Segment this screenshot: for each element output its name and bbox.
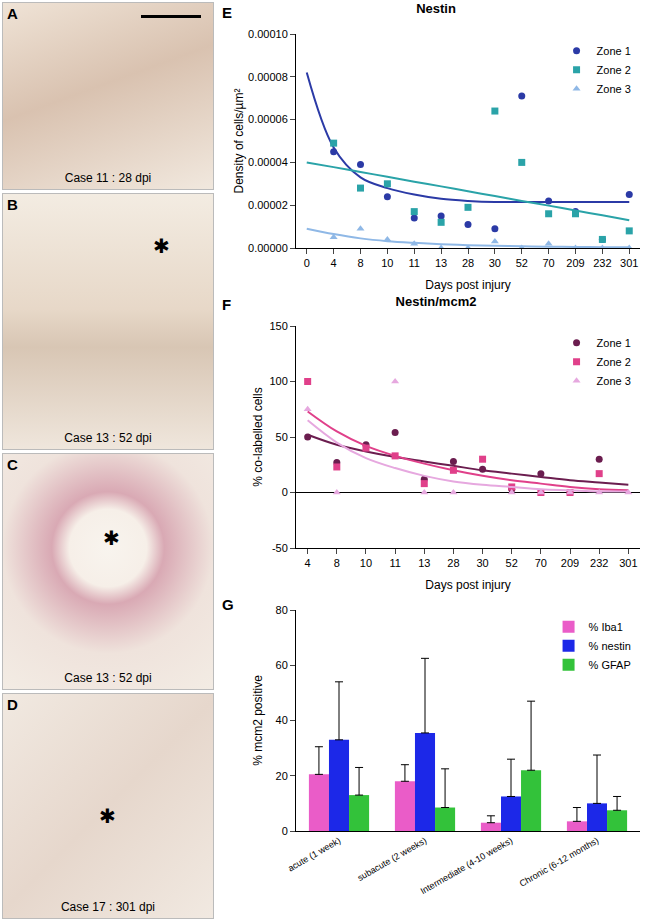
svg-text:Zone 1: Zone 1	[597, 45, 631, 57]
svg-text:301: 301	[619, 557, 637, 569]
svg-text:0.00004: 0.00004	[248, 156, 288, 168]
svg-text:-50: -50	[272, 542, 288, 554]
svg-text:Zone 3: Zone 3	[597, 83, 631, 95]
html-text:F: F	[222, 296, 232, 313]
svg-text:subacute (2 weeks): subacute (2 weeks)	[356, 835, 429, 883]
svg-text:0: 0	[282, 486, 288, 498]
svg-text:10: 10	[360, 557, 372, 569]
svg-text:% nestin: % nestin	[589, 640, 631, 652]
svg-text:30: 30	[489, 257, 501, 269]
svg-text:70: 70	[535, 557, 547, 569]
svg-text:52: 52	[506, 557, 518, 569]
svg-text:0.00006: 0.00006	[248, 113, 288, 125]
svg-text:0: 0	[304, 257, 310, 269]
svg-text:40: 40	[276, 714, 288, 726]
html-text:G: G	[222, 596, 234, 613]
svg-text:Days post injury: Days post injury	[425, 578, 510, 592]
html-text:Case 13 : 52 dpi: Case 13 : 52 dpi	[64, 671, 152, 685]
svg-text:% mcm2 positive: % mcm2 positive	[251, 675, 265, 766]
svg-text:209: 209	[561, 557, 579, 569]
svg-text:11: 11	[389, 557, 400, 569]
svg-text:232: 232	[590, 557, 608, 569]
svg-text:301: 301	[620, 257, 638, 269]
html-text:B: B	[7, 196, 18, 213]
svg-text:28: 28	[462, 257, 474, 269]
svg-text:80: 80	[276, 604, 288, 616]
svg-text:0: 0	[282, 825, 288, 837]
svg-text:Nestin: Nestin	[416, 1, 456, 16]
html-text:Case 13 : 52 dpi: Case 13 : 52 dpi	[64, 431, 152, 445]
svg-text:13: 13	[435, 257, 447, 269]
svg-text:13: 13	[418, 557, 430, 569]
html-text:C: C	[7, 456, 18, 473]
svg-text:11: 11	[409, 257, 420, 269]
html-text:Case 11 : 28 dpi: Case 11 : 28 dpi	[64, 171, 152, 185]
svg-text:8: 8	[334, 557, 340, 569]
svg-text:% co-labelled cells: % co-labelled cells	[251, 387, 265, 486]
svg-text:50: 50	[276, 431, 288, 443]
svg-text:209: 209	[566, 257, 584, 269]
svg-text:acute (1 week): acute (1 week)	[286, 835, 342, 873]
svg-text:% GFAP: % GFAP	[589, 659, 631, 671]
svg-text:Density of cells/µm²: Density of cells/µm²	[232, 89, 246, 194]
svg-text:4: 4	[331, 257, 337, 269]
svg-text:70: 70	[543, 257, 555, 269]
svg-text:4: 4	[305, 557, 311, 569]
svg-text:Zone 3: Zone 3	[597, 375, 631, 387]
svg-text:Days post injury: Days post injury	[425, 278, 510, 292]
html-text:Case 17 : 301 dpi: Case 17 : 301 dpi	[61, 900, 155, 914]
svg-text:0.00000: 0.00000	[248, 242, 288, 254]
svg-text:28: 28	[447, 557, 459, 569]
svg-text:0.00008: 0.00008	[248, 71, 288, 83]
svg-text:20: 20	[276, 770, 288, 782]
svg-text:52: 52	[516, 257, 528, 269]
svg-text:Chronic (6-12 months): Chronic (6-12 months)	[518, 835, 601, 888]
svg-text:8: 8	[357, 257, 363, 269]
html-text:A: A	[7, 5, 18, 22]
svg-text:% Iba1: % Iba1	[589, 621, 623, 633]
svg-text:Zone 1: Zone 1	[597, 337, 631, 349]
svg-text:0.00002: 0.00002	[248, 199, 288, 211]
svg-text:Nestin/mcm2: Nestin/mcm2	[396, 294, 477, 309]
svg-text:232: 232	[593, 257, 611, 269]
svg-text:0.00010: 0.00010	[248, 28, 288, 40]
svg-text:100: 100	[269, 375, 287, 387]
svg-text:60: 60	[276, 659, 288, 671]
svg-text:150: 150	[269, 320, 287, 332]
svg-text:Zone 2: Zone 2	[597, 356, 631, 368]
html-text:E: E	[222, 4, 232, 21]
html-text:D: D	[7, 696, 18, 713]
svg-text:10: 10	[381, 257, 393, 269]
svg-text:Zone 2: Zone 2	[597, 64, 631, 76]
svg-text:30: 30	[476, 557, 488, 569]
svg-text:Intermediate (4-10 weeks): Intermediate (4-10 weeks)	[419, 835, 515, 896]
